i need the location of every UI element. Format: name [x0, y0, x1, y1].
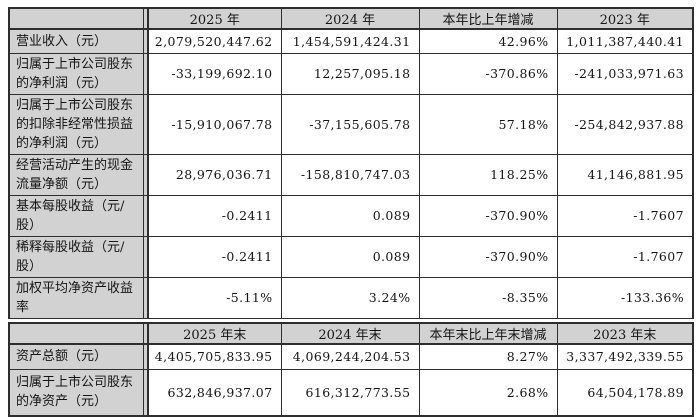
column-divider — [142, 7, 149, 30]
cell-value: 0.089 — [280, 235, 420, 278]
row-label: 基本每股收益（元/股） — [8, 194, 144, 237]
row-label: 加权平均净资产收益率 — [8, 276, 144, 319]
cell-value: -1.7607 — [556, 194, 694, 237]
corner-cell — [8, 7, 144, 30]
cell-value: -0.2411 — [147, 194, 282, 237]
cell-value: -0.2411 — [147, 235, 282, 278]
column-header-2025-year-end: 2025 年末 — [147, 322, 282, 345]
cell-value: 4,405,705,833.95 — [147, 343, 282, 370]
row-label: 归属于上市公司股东的扣除非经常性损益的净利润（元） — [8, 93, 144, 155]
column-header-yoy-change: 本年比上年增减 — [418, 7, 558, 30]
cell-value: 1,454,591,424.31 — [280, 28, 420, 54]
cell-value: 41,146,881.95 — [556, 153, 694, 196]
table-row-net-profit: 归属于上市公司股东的净利润（元） -33,199,692.10 12,257,0… — [8, 52, 694, 95]
table-row-basic-eps: 基本每股收益（元/股） -0.2411 0.089 -370.90% -1.76… — [8, 194, 694, 237]
cell-value: 2,079,520,447.62 — [147, 28, 282, 54]
year-end-table: 2025 年末 2024 年末 本年末比上年末增减 2023 年末 资产总额（元… — [8, 321, 694, 417]
corner-cell — [8, 322, 144, 345]
table-row-operating-cash-flow: 经营活动产生的现金流量净额（元） 28,976,036.71 -158,810,… — [8, 153, 694, 196]
cell-value: 12,257,095.18 — [280, 52, 420, 95]
column-header-2024: 2024 年 — [280, 7, 420, 30]
cell-value: -254,842,937.88 — [556, 93, 694, 155]
cell-value: -1.7607 — [556, 235, 694, 278]
row-label: 归属于上市公司股东的净资产（元） — [8, 369, 144, 416]
cell-value: 1,011,387,440.41 — [556, 28, 694, 54]
table-row-non-recurring-net-profit: 归属于上市公司股东的扣除非经常性损益的净利润（元） -15,910,067.78… — [8, 93, 694, 155]
table-row-diluted-eps: 稀释每股收益（元/股） -0.2411 0.089 -370.90% -1.76… — [8, 235, 694, 278]
row-label: 资产总额（元） — [8, 343, 144, 370]
row-label: 归属于上市公司股东的净利润（元） — [8, 52, 144, 95]
current-period-header-row: 2025 年 2024 年 本年比上年增减 2023 年 — [8, 7, 694, 30]
year-end-header-row: 2025 年末 2024 年末 本年末比上年末增减 2023 年末 — [8, 322, 694, 345]
column-header-2024-year-end: 2024 年末 — [280, 322, 420, 345]
column-header-2023-year-end: 2023 年末 — [556, 322, 694, 345]
cell-value: 42.96% — [418, 28, 558, 54]
cell-value: 0.089 — [280, 194, 420, 237]
cell-value: 57.18% — [418, 93, 558, 155]
table-row-weighted-avg-roe: 加权平均净资产收益率 -5.11% 3.24% -8.35% -133.36% — [8, 276, 694, 319]
cell-value: -15,910,067.78 — [147, 93, 282, 155]
row-label: 稀释每股收益（元/股） — [8, 235, 144, 278]
row-label: 经营活动产生的现金流量净额（元） — [8, 153, 144, 196]
cell-value: -370.86% — [418, 52, 558, 95]
cell-value: -370.90% — [418, 235, 558, 278]
cell-value: -241,033,971.63 — [556, 52, 694, 95]
table-row-net-assets: 归属于上市公司股东的净资产（元） 632,846,937.07 616,312,… — [8, 369, 694, 416]
cell-value: 3.24% — [280, 276, 420, 319]
cell-value: -37,155,605.78 — [280, 93, 420, 155]
cell-value: 616,312,773.55 — [280, 369, 420, 416]
cell-value: -370.90% — [418, 194, 558, 237]
cell-value: 28,976,036.71 — [147, 153, 282, 196]
cell-value: 3,337,492,339.55 — [556, 343, 694, 370]
cell-value: -158,810,747.03 — [280, 153, 420, 196]
table-row-revenue: 营业收入（元） 2,079,520,447.62 1,454,591,424.3… — [8, 28, 694, 54]
column-header-year-end-change: 本年末比上年末增减 — [418, 322, 558, 345]
column-header-2023: 2023 年 — [556, 7, 694, 30]
cell-value: 8.27% — [418, 343, 558, 370]
cell-value: 64,504,178.89 — [556, 369, 694, 416]
table-row-total-assets: 资产总额（元） 4,405,705,833.95 4,069,244,204.5… — [8, 343, 694, 370]
cell-value: 2.68% — [418, 369, 558, 416]
current-period-table: 2025 年 2024 年 本年比上年增减 2023 年 营业收入（元） 2,0… — [8, 7, 694, 319]
cell-value: 4,069,244,204.53 — [280, 343, 420, 370]
column-header-2025: 2025 年 — [147, 7, 282, 30]
cell-value: -133.36% — [556, 276, 694, 319]
column-divider — [142, 276, 149, 319]
row-label: 营业收入（元） — [8, 28, 144, 54]
cell-value: -5.11% — [147, 276, 282, 319]
cell-value: -33,199,692.10 — [147, 52, 282, 95]
cell-value: 118.25% — [418, 153, 558, 196]
column-divider — [142, 322, 149, 345]
cell-value: 632,846,937.07 — [147, 369, 282, 416]
cell-value: -8.35% — [418, 276, 558, 319]
